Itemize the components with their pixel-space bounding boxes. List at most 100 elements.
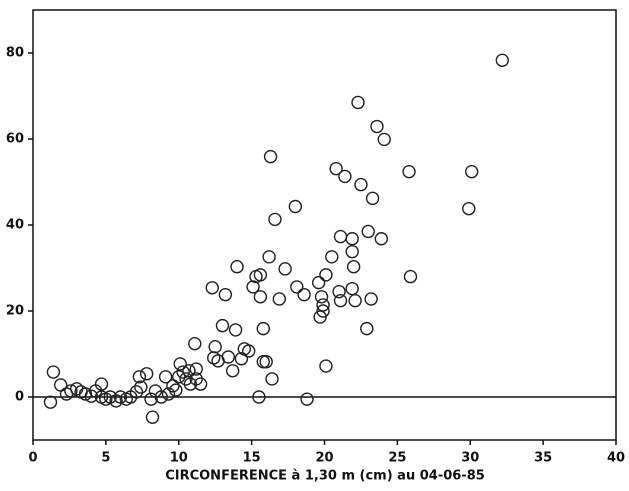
point xyxy=(234,352,249,366)
point xyxy=(43,395,58,409)
point xyxy=(319,359,333,373)
point xyxy=(263,149,278,164)
point xyxy=(256,355,270,369)
point xyxy=(218,287,233,302)
point xyxy=(403,269,418,284)
point xyxy=(158,370,173,384)
point xyxy=(297,287,311,302)
point xyxy=(208,339,222,354)
point xyxy=(205,281,219,295)
point xyxy=(361,224,375,239)
point xyxy=(365,191,380,206)
point xyxy=(348,293,362,308)
point xyxy=(495,53,510,68)
x-axis-label: CIRCONFERENCE à 1,30 m (cm) au 04-06-85 xyxy=(165,469,485,484)
point xyxy=(253,290,268,304)
x-tick-label: 30 xyxy=(461,451,479,466)
point xyxy=(364,292,378,306)
point xyxy=(46,365,61,379)
point xyxy=(360,321,374,336)
point xyxy=(377,132,391,147)
point xyxy=(272,292,287,306)
point xyxy=(462,201,476,216)
point xyxy=(129,385,144,399)
point xyxy=(346,260,361,274)
point xyxy=(333,229,348,244)
point xyxy=(242,344,256,358)
point xyxy=(188,336,202,351)
point xyxy=(113,390,128,404)
point xyxy=(225,364,240,378)
point xyxy=(182,364,196,378)
x-tick-label: 35 xyxy=(534,451,552,466)
point xyxy=(176,365,190,379)
point xyxy=(64,384,78,398)
point xyxy=(345,244,359,259)
x-tick-label: 20 xyxy=(315,451,333,466)
point xyxy=(221,350,236,364)
point xyxy=(314,290,329,304)
point xyxy=(325,250,339,264)
point xyxy=(311,275,326,290)
point xyxy=(259,355,273,369)
point xyxy=(316,304,330,318)
point xyxy=(94,377,109,391)
x-tick-label: 5 xyxy=(101,451,110,466)
point xyxy=(345,232,359,246)
point xyxy=(268,212,282,227)
x-tick-label: 25 xyxy=(388,451,406,466)
point xyxy=(329,161,343,176)
point xyxy=(144,392,158,406)
point xyxy=(169,383,183,397)
point xyxy=(278,262,292,276)
point xyxy=(228,323,243,337)
point xyxy=(333,293,348,308)
point xyxy=(319,268,333,282)
plot-frame xyxy=(32,9,617,441)
point xyxy=(316,298,330,312)
x-tick-label: 0 xyxy=(28,451,37,466)
y-tick-label: 40 xyxy=(6,218,24,233)
y-tick-label: 20 xyxy=(6,304,24,319)
point xyxy=(300,392,314,406)
point xyxy=(351,95,365,110)
point xyxy=(370,119,384,134)
point xyxy=(154,390,168,404)
point xyxy=(354,177,368,192)
x-tick-label: 10 xyxy=(170,451,188,466)
point xyxy=(109,394,123,408)
point xyxy=(338,169,352,184)
x-tick-label: 15 xyxy=(243,451,261,466)
point xyxy=(288,199,303,214)
point xyxy=(256,321,270,336)
point xyxy=(78,387,93,401)
point xyxy=(465,164,479,179)
point xyxy=(290,280,304,294)
point xyxy=(172,370,186,384)
point xyxy=(139,367,154,381)
point xyxy=(262,250,276,264)
point xyxy=(161,387,176,401)
point xyxy=(215,318,230,333)
point xyxy=(252,390,266,404)
point xyxy=(246,280,260,294)
point xyxy=(173,357,187,371)
point xyxy=(374,232,389,246)
point xyxy=(345,281,359,296)
y-tick-label: 60 xyxy=(6,132,24,147)
point xyxy=(313,310,327,324)
point xyxy=(402,164,416,179)
point xyxy=(332,284,346,299)
point xyxy=(230,260,244,274)
point xyxy=(193,377,208,391)
y-tick-label: 0 xyxy=(15,390,24,405)
point xyxy=(134,380,148,394)
point xyxy=(265,372,279,386)
point xyxy=(132,370,147,384)
point xyxy=(189,362,203,376)
point xyxy=(253,268,268,282)
x-tick-label: 40 xyxy=(607,451,625,466)
y-tick-label: 80 xyxy=(6,46,24,61)
point xyxy=(145,410,160,424)
